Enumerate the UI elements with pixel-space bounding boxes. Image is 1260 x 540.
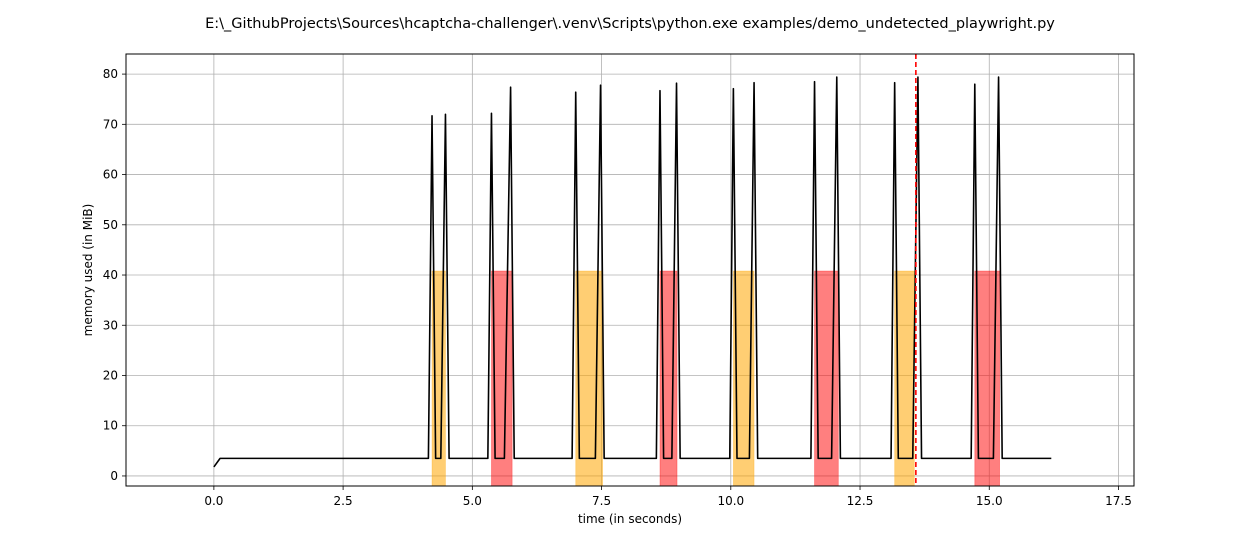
y-tick-label: 30	[103, 318, 118, 332]
y-tick-label: 40	[103, 268, 118, 282]
series-layer	[213, 76, 1052, 468]
y-tick-label: 20	[103, 368, 118, 382]
y-tick-label: 10	[103, 419, 118, 433]
x-tick-label: 2.5	[334, 494, 353, 508]
chart-title: E:\_GithubProjects\Sources\hcaptcha-chal…	[205, 16, 1055, 32]
x-tick-label: 12.5	[847, 494, 874, 508]
memory-series-line	[213, 76, 1052, 468]
y-axis-ticks: 0 10 20 30 40 50 60 70 80	[103, 67, 126, 483]
y-tick-label: 60	[103, 168, 118, 182]
x-tick-label: 17.5	[1105, 494, 1132, 508]
y-tick-label: 70	[103, 117, 118, 131]
x-tick-label: 10.0	[717, 494, 744, 508]
y-tick-label: 80	[103, 67, 118, 81]
x-tick-label: 5.0	[463, 494, 482, 508]
x-tick-label: 15.0	[976, 494, 1003, 508]
axes-frame	[125, 53, 1135, 487]
y-tick-label: 0	[110, 469, 118, 483]
grid	[126, 54, 1134, 486]
x-axis-ticks: 0.0 2.5 5.0 7.5 10.0 12.5 15.0 17.5	[204, 486, 1132, 508]
y-tick-label: 50	[103, 218, 118, 232]
x-axis-label: time (in seconds)	[578, 512, 682, 526]
x-tick-label: 7.5	[592, 494, 611, 508]
x-tick-label: 0.0	[204, 494, 223, 508]
plot-area: 0.0 2.5 5.0 7.5 10.0 12.5 15.0 17.5 0 10 20 30 40 50…	[103, 53, 1135, 508]
y-axis-label: memory used (in MiB)	[81, 204, 95, 337]
